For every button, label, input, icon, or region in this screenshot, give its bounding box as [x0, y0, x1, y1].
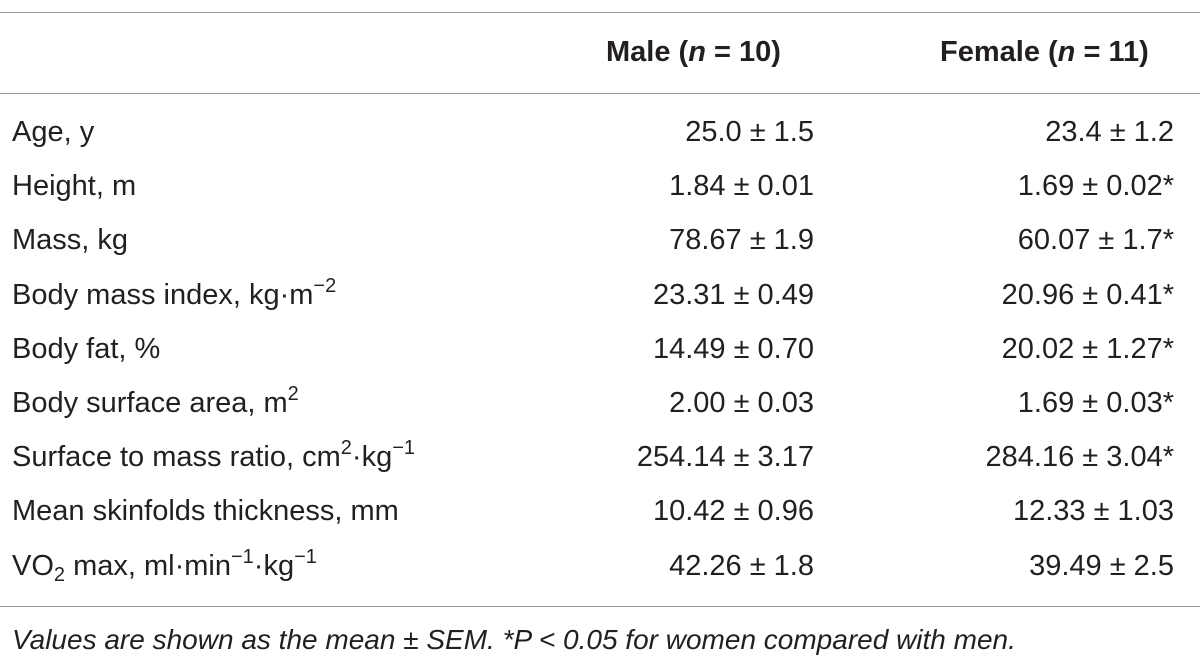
male-value: 1.84 ± 0.01: [669, 170, 814, 203]
female-value: 20.02 ± 1.27*: [1001, 332, 1174, 365]
header-divider-rule: [0, 93, 1200, 94]
row-label: Body fat, %: [12, 332, 161, 365]
table-row: Body surface area, m2 2.00 ± 0.03 1.69 ± 0…: [0, 376, 1200, 430]
row-label: VO2 max, ml·min−1·kg−1: [12, 545, 317, 586]
row-label: Body mass index, kg·m−2: [12, 274, 337, 311]
male-value: 14.49 ± 0.70: [652, 332, 814, 365]
female-value: 20.96 ± 0.41*: [1001, 278, 1174, 311]
male-value: 23.31 ± 0.49: [652, 278, 814, 311]
table-row: Height, m 1.84 ± 0.01 1.69 ± 0.02*: [0, 159, 1200, 213]
table-row: Mean skinfolds thickness, mm 10.42 ± 0.96…: [0, 484, 1200, 538]
male-value: 2.00 ± 0.03: [669, 387, 814, 419]
table-row: Age, y 25.0 ± 1.5 23.4 ± 1.2: [0, 105, 1200, 159]
row-label: Surface to mass ratio, cm2·kg−1: [12, 437, 416, 474]
row-label: Mass, kg: [12, 224, 129, 257]
row-label: Age, y: [12, 116, 95, 148]
male-value: 42.26 ± 1.8: [669, 549, 814, 582]
female-value: 12.33 ± 1.03: [1012, 495, 1174, 528]
row-label: Mean skinfolds thickness, mm: [12, 495, 399, 528]
table-row: Body fat, % 14.49 ± 0.70 20.02 ± 1.27*: [0, 322, 1200, 376]
female-value: 284.16 ± 3.04*: [985, 441, 1174, 474]
row-label: Body surface area, m2: [12, 383, 299, 419]
male-value: 78.67 ± 1.9: [669, 224, 814, 257]
female-value: 39.49 ± 2.5: [1029, 549, 1174, 582]
table-bottom-rule: [0, 606, 1200, 607]
male-value: 25.0 ± 1.5: [685, 116, 814, 148]
table-row: Surface to mass ratio, cm2·kg−1 254.14 ± …: [0, 430, 1200, 484]
header-male-text: Male (n = 10): [606, 36, 781, 68]
male-value: 254.14 ± 3.17: [636, 441, 814, 474]
column-header-male: Male (n = 10): [606, 30, 781, 74]
female-value: 60.07 ± 1.7*: [1017, 224, 1174, 257]
female-value: 1.69 ± 0.03*: [1017, 387, 1174, 419]
header-female-text: Female (n = 11): [940, 36, 1149, 68]
column-header-female: Female (n = 11): [940, 30, 1149, 74]
female-value: 23.4 ± 1.2: [1045, 116, 1174, 148]
table-row: Mass, kg 78.67 ± 1.9 60.07 ± 1.7*: [0, 213, 1200, 267]
table-footnote: Values are shown as the mean ± SEM. *P <…: [12, 624, 1016, 655]
row-label: Height, m: [12, 170, 137, 203]
female-value: 1.69 ± 0.02*: [1017, 170, 1174, 203]
table-row: Body mass index, kg·m−2 23.31 ± 0.49 20.96…: [0, 268, 1200, 322]
table-row: VO2 max, ml·min−1·kg−1 42.26 ± 1.8 39.49 ±…: [0, 539, 1200, 593]
table-top-rule: [0, 12, 1200, 13]
male-value: 10.42 ± 0.96: [652, 495, 814, 528]
